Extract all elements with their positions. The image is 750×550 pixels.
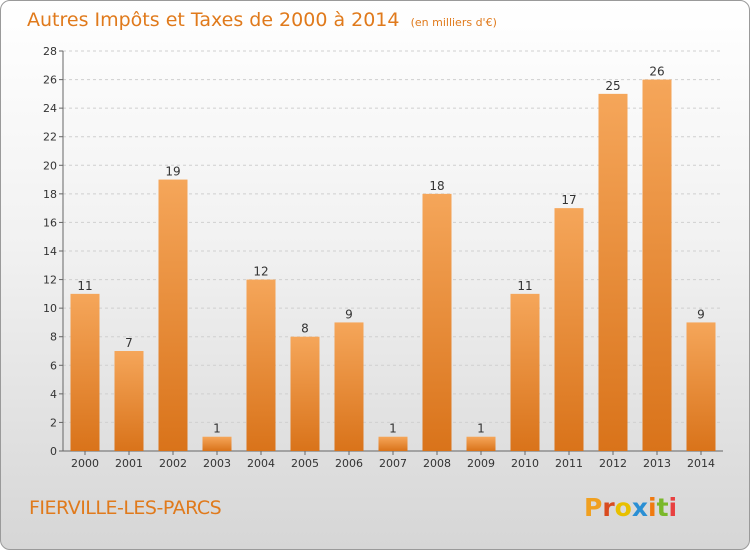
- bar-2002: [158, 179, 188, 452]
- data-label-2012: 25: [605, 79, 620, 93]
- y-tick-label: 18: [43, 188, 57, 201]
- x-tick-label-2014: 2014: [687, 457, 715, 470]
- y-tick-label: 10: [43, 302, 57, 315]
- bar-2011: [554, 208, 584, 451]
- y-tick-label: 20: [43, 159, 57, 172]
- bars: [70, 79, 716, 452]
- chart-title: Autres Impôts et Taxes de 2000 à 2014 (e…: [27, 9, 497, 31]
- y-tick-label: 6: [50, 359, 57, 372]
- bar-2004: [246, 279, 276, 451]
- data-label-2009: 1: [477, 422, 485, 436]
- x-tick-label-2008: 2008: [423, 457, 451, 470]
- data-label-2001: 7: [125, 336, 133, 350]
- x-tick-label-2010: 2010: [511, 457, 539, 470]
- x-tick-label-2004: 2004: [247, 457, 275, 470]
- bar-2008: [422, 193, 452, 451]
- bar-2014: [686, 322, 716, 451]
- place-name: FIERVILLE-LES-PARCS: [29, 497, 222, 519]
- data-label-2008: 18: [429, 179, 444, 193]
- logo-letter: i: [668, 493, 678, 522]
- y-tick-label: 16: [43, 216, 57, 229]
- data-label-2003: 1: [213, 422, 221, 436]
- x-tick-label-2002: 2002: [159, 457, 187, 470]
- x-tick-label-2007: 2007: [379, 457, 407, 470]
- x-tick-label-2012: 2012: [599, 457, 627, 470]
- x-tick-label-2000: 2000: [71, 457, 99, 470]
- y-tick-label: 26: [43, 74, 57, 87]
- data-label-2014: 9: [697, 307, 705, 321]
- bar-2006: [334, 322, 364, 451]
- bar-2010: [510, 293, 540, 451]
- bar-2001: [114, 351, 144, 451]
- data-label-2010: 11: [517, 279, 532, 293]
- x-tick-label-2006: 2006: [335, 457, 363, 470]
- y-tick-label: 12: [43, 274, 57, 287]
- bar-2009: [466, 436, 496, 451]
- chart-title-main: Autres Impôts et Taxes de 2000 à 2014: [27, 9, 400, 31]
- y-tick-label: 8: [50, 331, 57, 344]
- logo-letter: r: [602, 493, 615, 522]
- bar-2000: [70, 293, 100, 451]
- y-tick-label: 0: [50, 445, 57, 458]
- data-label-2000: 11: [77, 279, 92, 293]
- y-tick-label: 28: [43, 45, 57, 58]
- x-tick-label-2011: 2011: [555, 457, 583, 470]
- logo-letter: o: [614, 493, 632, 522]
- bar-2013: [642, 79, 672, 452]
- x-tick-label-2005: 2005: [291, 457, 319, 470]
- y-tick-label: 14: [43, 245, 57, 258]
- bar-2003: [202, 436, 232, 451]
- bar-2007: [378, 436, 408, 451]
- y-tick-label: 4: [50, 388, 57, 401]
- chart-title-unit: (en milliers d'€): [410, 16, 497, 29]
- x-tick-label-2001: 2001: [115, 457, 143, 470]
- y-tick-label: 24: [43, 102, 57, 115]
- logo-letter: i: [648, 493, 657, 522]
- data-label-2006: 9: [345, 307, 353, 321]
- data-label-2005: 8: [301, 322, 309, 336]
- y-tick-label: 22: [43, 131, 57, 144]
- proxiti-logo: Proxiti: [584, 493, 677, 522]
- x-tick-label-2003: 2003: [203, 457, 231, 470]
- logo-letter: x: [631, 493, 648, 522]
- bar-2012: [598, 93, 628, 451]
- logo-letter: t: [656, 493, 669, 522]
- data-label-2004: 12: [253, 265, 268, 279]
- bar-2005: [290, 336, 320, 451]
- y-tick-label: 2: [50, 416, 57, 429]
- data-label-2011: 17: [561, 193, 576, 207]
- logo-letter: P: [584, 493, 603, 522]
- data-label-2002: 19: [165, 165, 180, 179]
- data-label-2007: 1: [389, 422, 397, 436]
- x-tick-label-2009: 2009: [467, 457, 495, 470]
- data-label-2013: 26: [649, 65, 664, 79]
- x-tick-label-2013: 2013: [643, 457, 671, 470]
